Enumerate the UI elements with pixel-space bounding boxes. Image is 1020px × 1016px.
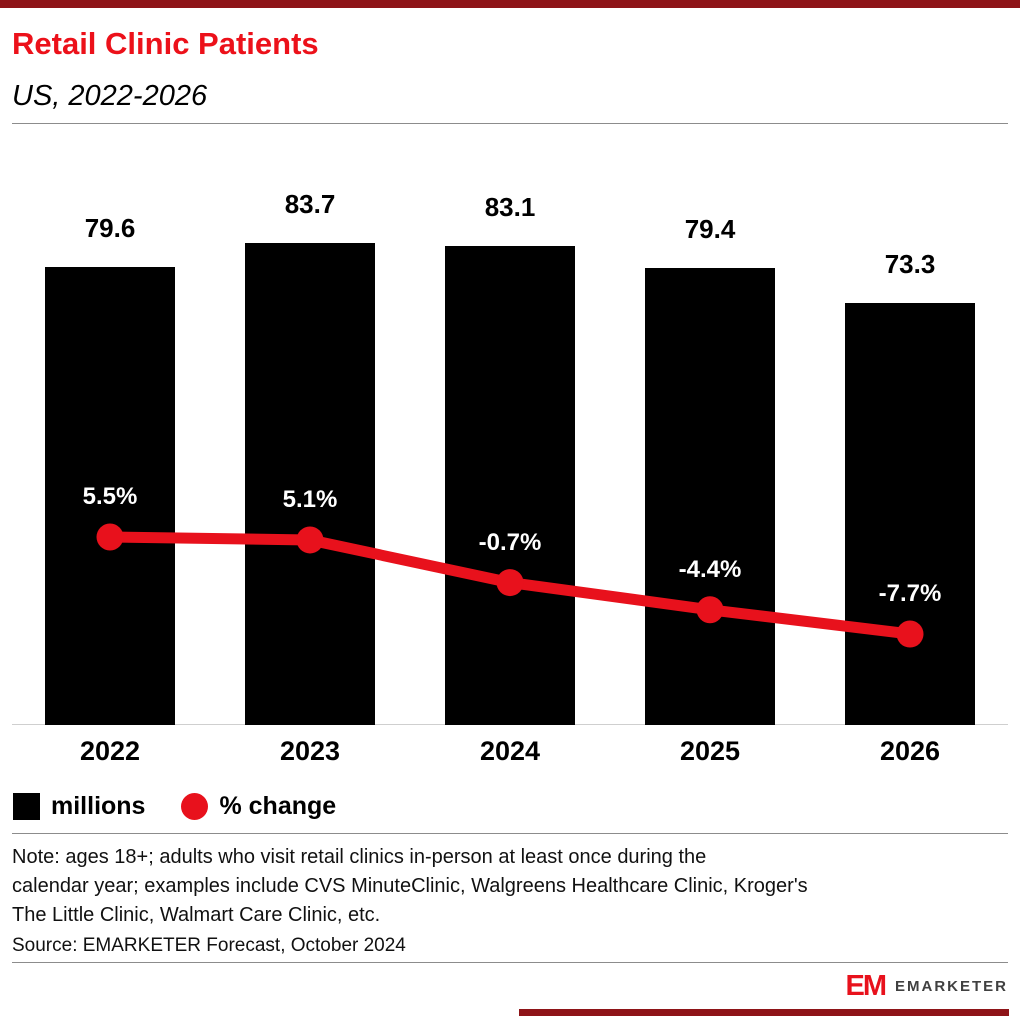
footnote-line: calendar year; examples include CVS Minu… — [12, 875, 808, 897]
source-line: Source: EMARKETER Forecast, October 2024 — [12, 935, 406, 956]
bar-2025 — [645, 268, 775, 725]
legend-label-millions: millions — [51, 792, 146, 820]
emarketer-monogram-icon: EM — [845, 970, 886, 1002]
footnote-line: The Little Clinic, Walmart Care Clinic, … — [12, 904, 381, 926]
page-title: Retail Clinic Patients — [12, 26, 319, 61]
legend-item-millions: millions — [13, 792, 145, 821]
pct-change-label: -4.4% — [678, 555, 742, 583]
emarketer-wordmark: EMARKETER — [894, 978, 1008, 995]
emarketer-logo: EM EMARKETER — [845, 972, 1008, 1001]
header-divider — [12, 123, 1008, 124]
bar-2024 — [445, 246, 575, 725]
top-brand-strip — [0, 0, 1020, 8]
bar-value-label: 79.6 — [84, 213, 136, 243]
bottom-brand-strip — [519, 1009, 1009, 1016]
pct-change-label: -7.7% — [878, 580, 942, 608]
x-axis-label: 2025 — [679, 736, 741, 766]
bar-value-label: 79.4 — [684, 214, 736, 244]
pct-change-label: 5.1% — [282, 485, 338, 513]
legend-item-pct-change: % change — [181, 792, 336, 821]
pct-change-label: 5.5% — [82, 483, 138, 510]
source-divider — [12, 962, 1008, 963]
legend-label-pct-change: % change — [219, 792, 337, 820]
bar-2026 — [845, 303, 975, 725]
pct-change-label: -0.7% — [478, 528, 542, 556]
footnote: Note: ages 18+; adults who visit retail … — [12, 843, 1002, 930]
bar-value-label: 83.1 — [484, 192, 536, 222]
bar-2022 — [45, 267, 175, 725]
x-axis-label: 2023 — [279, 736, 341, 766]
bar-2023 — [245, 243, 375, 725]
legend-circle-swatch — [181, 793, 209, 820]
x-axis-label: 2026 — [879, 736, 941, 766]
footnote-line: Note: ages 18+; adults who visit retail … — [12, 846, 707, 868]
page-subtitle: US, 2022-2026 — [12, 80, 208, 112]
x-axis-label: 2024 — [479, 736, 541, 766]
x-axis-label: 2022 — [79, 736, 141, 766]
legend-divider — [12, 833, 1008, 834]
legend-square-swatch — [13, 793, 40, 820]
legend: millions % change — [13, 792, 336, 821]
bar-value-label: 83.7 — [284, 189, 336, 219]
bar-value-label: 73.3 — [884, 249, 936, 279]
